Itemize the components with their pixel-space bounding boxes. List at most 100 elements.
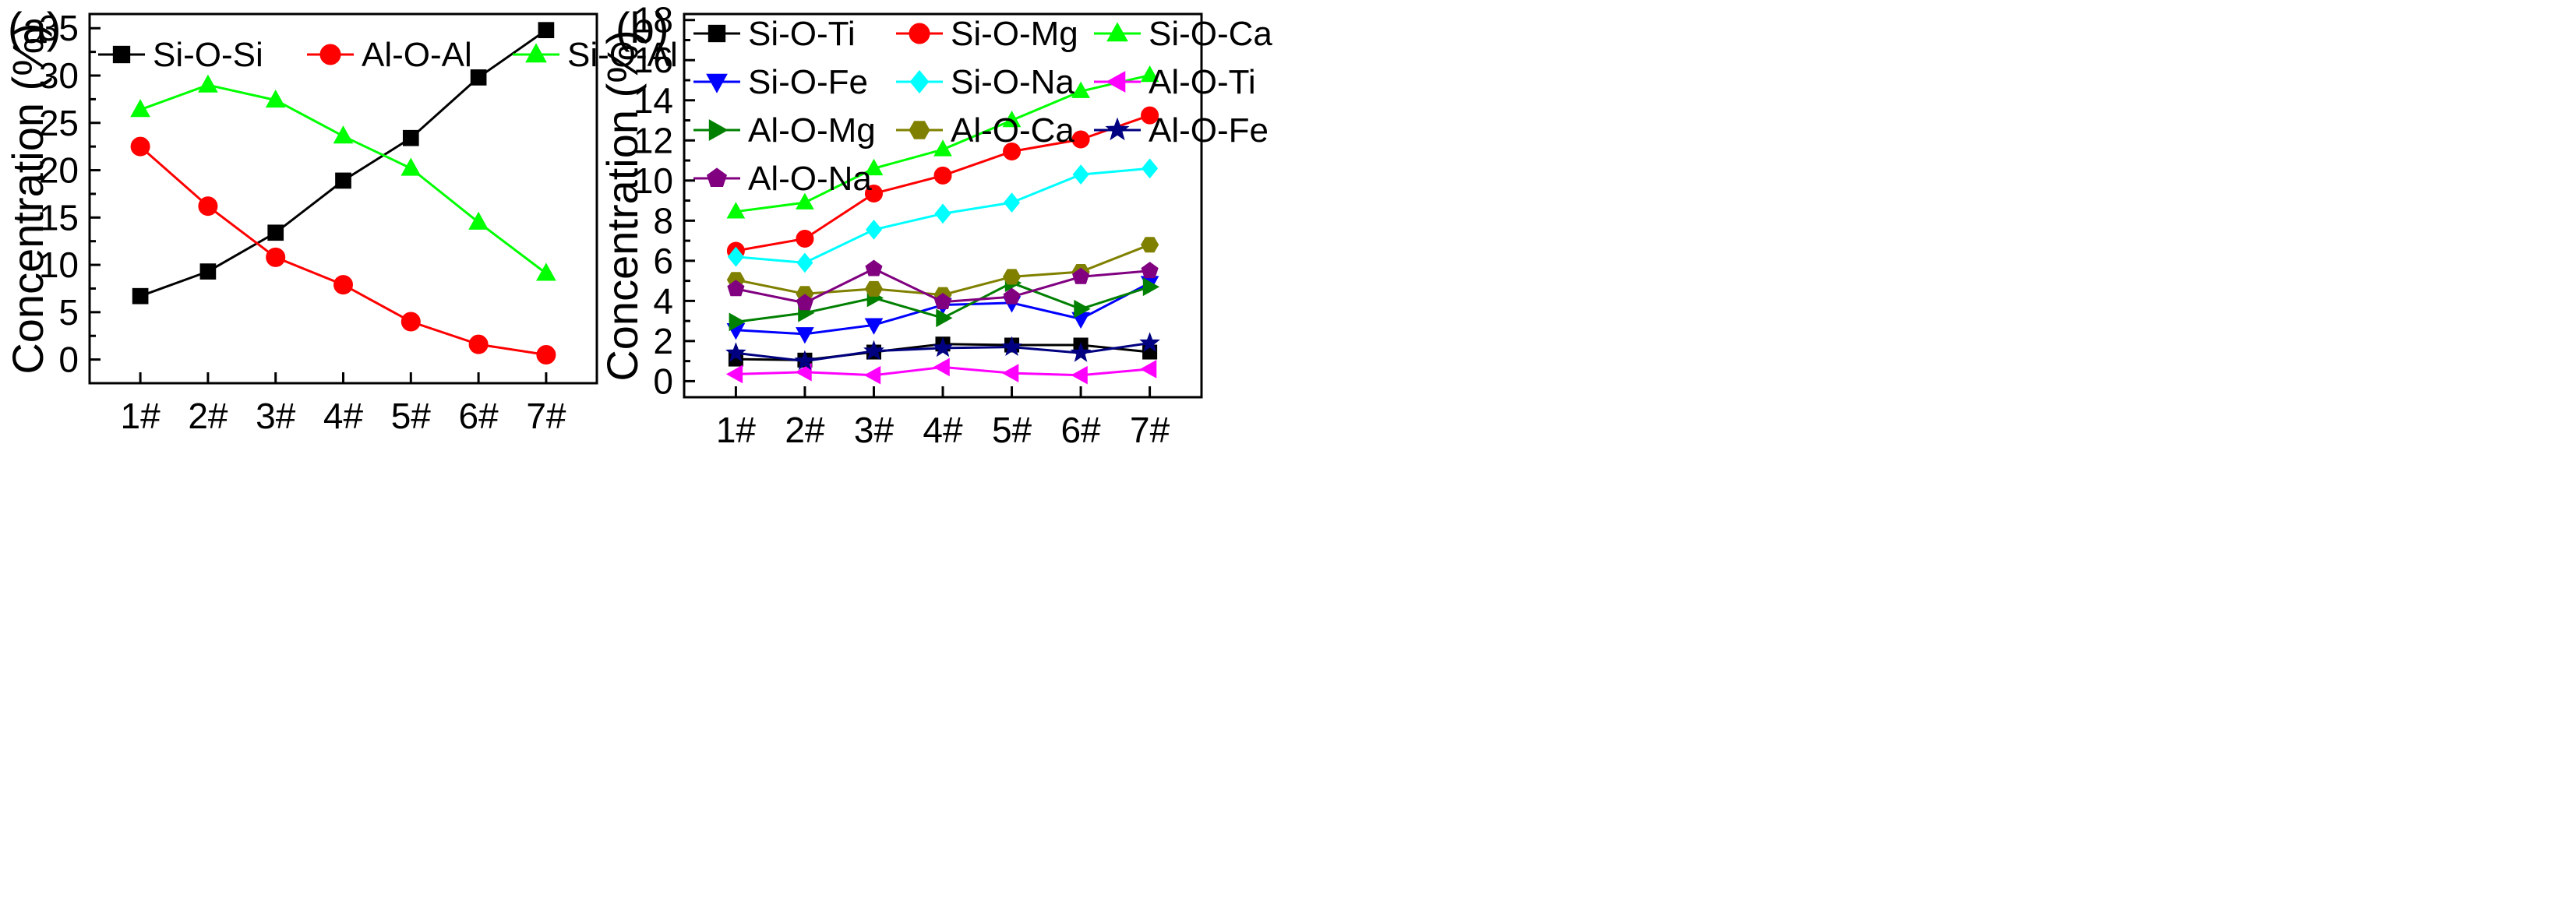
legend: Si-O-Ti Si-O-Mg Si-O-Ca Si-O-Fe Si-O-Na Al-O-… (693, 15, 1272, 198)
legend-item-al-o-ti: Al-O-Ti (1094, 63, 1256, 101)
x-tick-label: 5# (391, 396, 432, 436)
legend-label: Si-O-Si (153, 36, 263, 74)
y-tick-label: 0 (653, 361, 673, 401)
data-point (538, 22, 555, 39)
data-point (1002, 269, 1022, 285)
y-tick-label: 35 (39, 8, 79, 48)
data-point (727, 246, 744, 267)
data-point (794, 350, 816, 371)
data-point (936, 308, 953, 328)
data-point (265, 89, 286, 108)
data-point (1001, 364, 1019, 382)
y-tick-label: 2 (653, 321, 673, 361)
y-tick-label: 14 (633, 80, 673, 121)
legend-marker (708, 24, 726, 43)
data-point (1001, 336, 1022, 356)
data-point (865, 259, 883, 276)
data-point (933, 166, 952, 185)
legend: Si-O-Si Al-O-Al Si-O-Al (98, 36, 678, 74)
legend-marker (319, 44, 341, 65)
data-point (1072, 164, 1089, 185)
data-point (796, 327, 814, 344)
data-point (1140, 65, 1159, 83)
y-tick-label: 10 (633, 160, 673, 201)
x-tick-label: 1# (121, 396, 161, 436)
data-point (1142, 277, 1160, 297)
legend-item-al-o-fe: Al-O-Fe (1094, 111, 1269, 150)
data-point (1003, 287, 1021, 305)
data-point (1071, 81, 1090, 98)
legend-marker (1106, 22, 1128, 42)
x-tick-label: 7# (526, 396, 566, 436)
y-tick-label: 0 (58, 340, 79, 380)
data-point (865, 220, 883, 240)
data-point (401, 157, 422, 176)
series-si-o-al (130, 74, 556, 281)
data-point (1139, 360, 1157, 379)
legend-item-al-o-al: Al-O-Al (307, 36, 472, 74)
series-al-o-ti (725, 357, 1157, 385)
y-axis-title: Concentration (%) (3, 23, 52, 374)
data-point (933, 292, 952, 309)
series-si-o-fe (726, 276, 1159, 344)
legend-marker (1106, 71, 1126, 93)
data-point (198, 196, 218, 217)
legend-marker (1105, 117, 1130, 141)
x-tick-label: 4# (323, 396, 364, 436)
legend-label: Si-O-Ca (1149, 15, 1272, 53)
legend-item-si-o-al: Si-O-Al (513, 36, 678, 74)
legend-label: Si-O-Ti (748, 15, 856, 53)
data-point (130, 99, 150, 118)
data-point (795, 362, 812, 382)
data-point (796, 230, 814, 248)
data-point (401, 312, 421, 332)
x-tick-label: 2# (785, 410, 825, 450)
data-point (130, 136, 150, 157)
legend-item-si-o-na: Si-O-Na (896, 63, 1075, 101)
data-point (863, 365, 881, 385)
legend-marker (706, 73, 728, 93)
data-point (1071, 130, 1090, 149)
y-tick-label: 30 (39, 55, 79, 96)
data-point (333, 125, 354, 144)
legend-marker (909, 121, 930, 139)
legend-label: Si-O-Mg (951, 15, 1078, 53)
data-point (796, 252, 813, 273)
legend-label: Al-O-Fe (1149, 111, 1269, 150)
data-point (333, 275, 353, 295)
legend-item-si-o-ti: Si-O-Ti (693, 15, 856, 53)
legend-item-al-o-mg: Al-O-Mg (693, 111, 876, 150)
panel-label: (a) (8, 3, 61, 52)
y-tick-label: 16 (633, 40, 673, 80)
x-tick-label: 4# (923, 410, 963, 450)
data-point (1141, 237, 1159, 253)
data-point (796, 192, 814, 210)
series-al-o-ca (726, 237, 1159, 303)
data-point (864, 280, 884, 297)
data-point (727, 280, 745, 297)
plot-area (725, 65, 1160, 385)
series-al-o-al (130, 136, 556, 365)
y-tick-label: 5 (58, 292, 79, 333)
data-point (1002, 110, 1022, 128)
x-tick-label: 1# (716, 410, 757, 450)
legend-label: Si-O-Na (951, 63, 1075, 101)
data-point (199, 263, 217, 280)
data-point (470, 69, 487, 86)
y-axis-title: Concentration (%) (598, 30, 647, 381)
data-point (864, 318, 884, 335)
legend-label: Si-O-Fe (748, 63, 868, 101)
series-al-o-na (727, 259, 1159, 311)
y-tick-label: 12 (633, 120, 673, 160)
x-tick-label: 7# (1130, 410, 1170, 450)
data-point (267, 224, 284, 241)
y-tick-label: 25 (39, 103, 79, 143)
x-tick-label: 6# (459, 396, 499, 436)
data-point (932, 336, 954, 357)
legend-marker (909, 23, 930, 44)
plot-area (130, 22, 556, 365)
data-point (725, 342, 746, 362)
series-si-o-si (132, 22, 555, 305)
